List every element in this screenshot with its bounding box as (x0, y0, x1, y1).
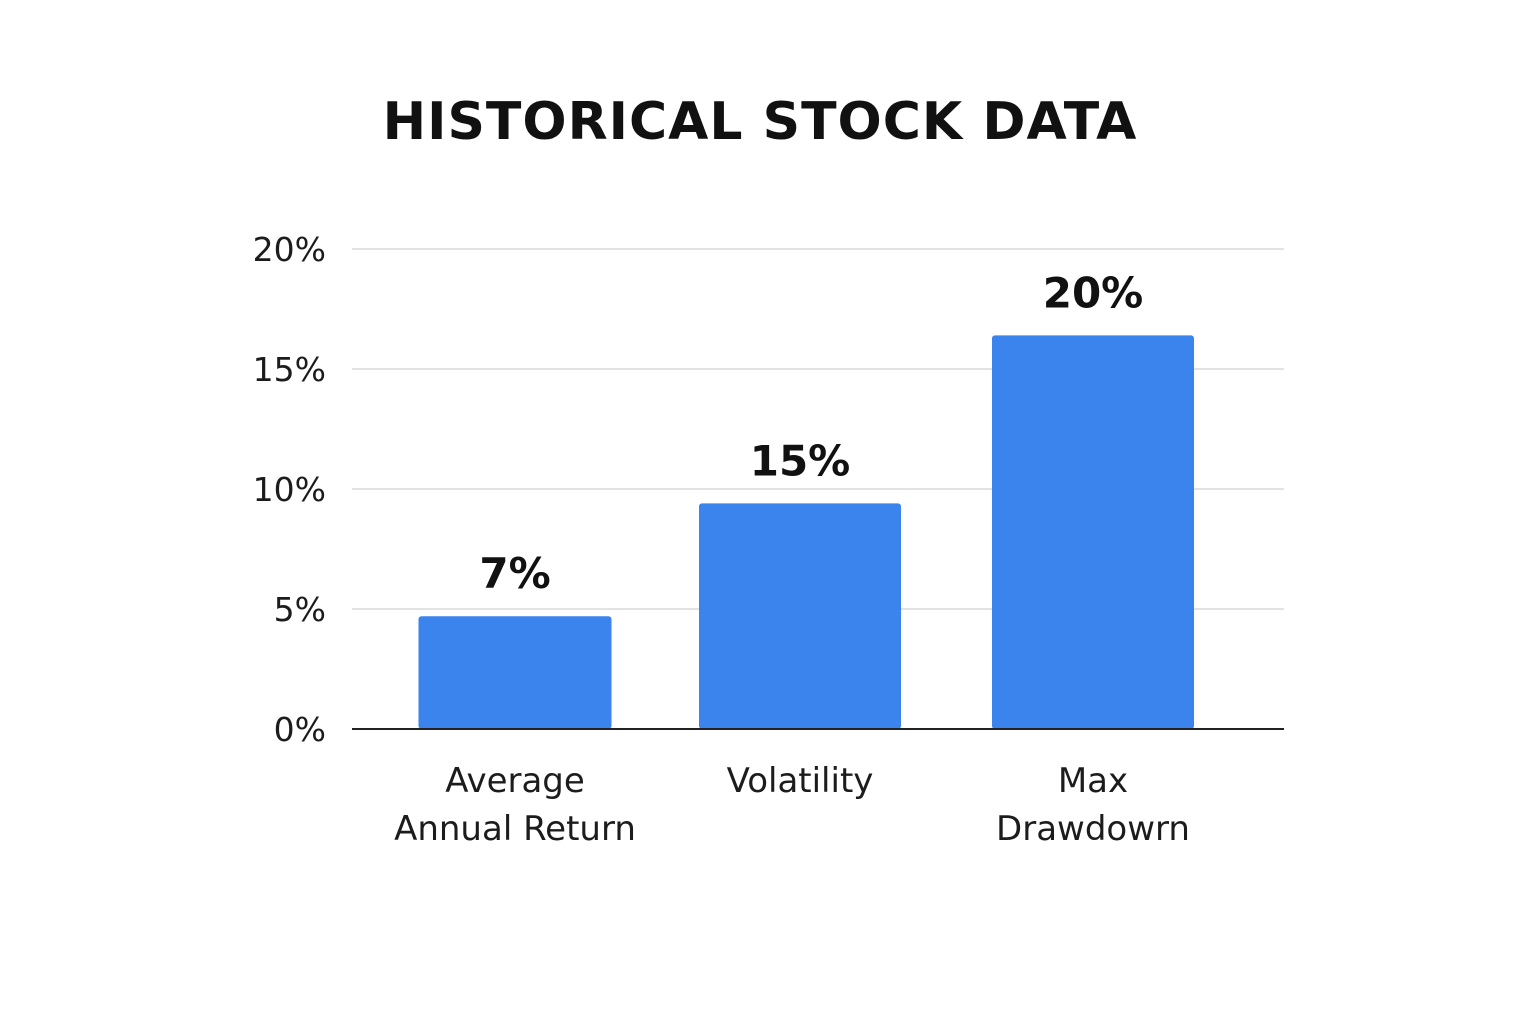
y-tick-label: 10% (253, 470, 326, 509)
x-category-label: Average (445, 761, 585, 801)
x-category-label: Drawdowrn (996, 809, 1190, 849)
x-category-label: Volatility (727, 761, 874, 801)
y-tick-label: 20% (253, 230, 326, 269)
bar-value-label: 15% (750, 436, 851, 485)
y-tick-label: 15% (253, 350, 326, 389)
bar-value-label: 7% (479, 549, 550, 598)
y-tick-label: 5% (274, 590, 326, 629)
chart-title: HISTORICAL STOCK DATA (382, 92, 1138, 152)
y-tick-label: 0% (274, 710, 326, 749)
bar (418, 616, 612, 729)
x-category-label: Annual Return (394, 809, 636, 849)
bar (699, 503, 901, 729)
bar-value-label: 20% (1043, 268, 1144, 317)
x-category-label: Max (1058, 761, 1128, 801)
bar (992, 335, 1194, 729)
